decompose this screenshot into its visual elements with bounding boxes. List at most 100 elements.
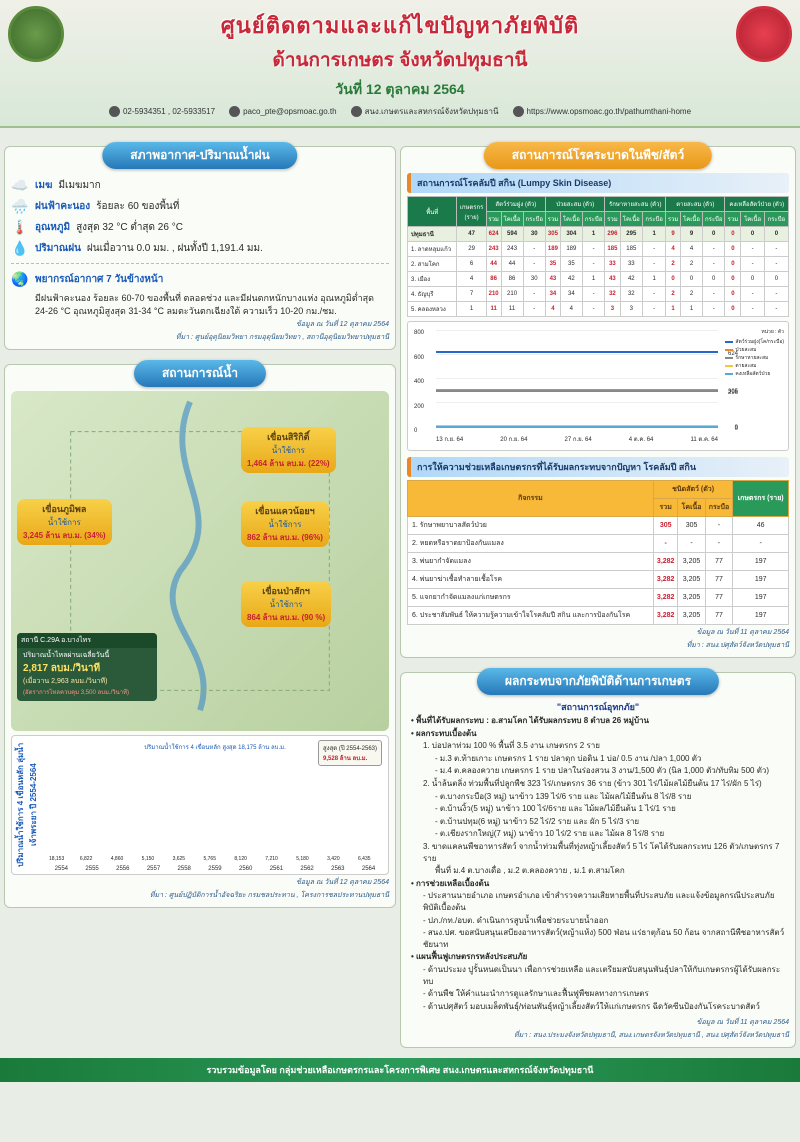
contact-fb: สนง.เกษตรและสหกรณ์จังหวัดปทุมธานี: [365, 105, 499, 118]
lc-xlabel: 20 ก.ย. 64: [500, 434, 527, 444]
impact-line: • แผนฟื้นฟูเกษตรกรหลังประสบภัย: [411, 951, 785, 963]
c29-value: 2,817 ลบม./วินาที: [23, 661, 151, 676]
lc-unit: หน่วย : ตัว: [725, 328, 784, 336]
header: ศูนย์ติดตามและแก้ไขปัญหาภัยพิบัติ ด้านกา…: [0, 0, 800, 128]
help-subhead: การให้ความช่วยเหลือเกษตรกรที่ได้รับผลกระ…: [407, 457, 789, 477]
station-c29a: สถานี C.29A อ.บางไทร ปริมาณน้ำไหลผ่านเฉล…: [17, 633, 157, 701]
disease-src-date: ข้อมูล ณ วันที่ 11 ตุลาคม 2564: [407, 627, 789, 638]
lc-legend-item: ป่วยสะสม: [725, 346, 784, 354]
impact-line: - ด้านปศุสัตว์ มอบเมล็ดพันธุ์/ท่อนพันธุ์…: [411, 1001, 785, 1013]
impact-line: - ม.4 ต.คลองควาย เกษตรกร 1 ราย ปลาในร่อง…: [411, 765, 785, 777]
bar-xlabel: 2562: [300, 866, 313, 872]
help-row: 4. พ่นยาฆ่าเชื้อทำลายเชื้อโรค3,2823,2057…: [408, 571, 789, 589]
impact-line: - ต.บ้านงิ้ว(5 หมู่) นาข้าว 100 ไร่/6ราย…: [411, 803, 785, 815]
help-row: 1. รักษาพยาบาลสัตว์ป่วย305305-46: [408, 517, 789, 535]
impact-line: - ต.บ้านปทุม(6 หมู่) นาข้าว 52 ไร่/2 ราย…: [411, 816, 785, 828]
weather-title: สภาพอากาศ-ปริมาณน้ำฝน: [102, 142, 297, 169]
lumpy-row: 5. คลองหลวง11111-44-33-11-0--: [408, 302, 789, 317]
weather-icon: ☁️: [11, 176, 29, 194]
weather-label-2: อุณหภูมิ: [35, 220, 70, 235]
lumpy-table: พื้นที่เกษตรกร(ราย)สัตว์ร่วมฝูง (ตัว)ป่ว…: [407, 196, 789, 317]
contact-bar: 02-5934351 , 02-5933517 paco_pte@opsmoac…: [10, 105, 790, 122]
c29-note: (เมื่อวาน 2,963 ลบม./วินาที): [23, 676, 151, 687]
bar-anno-1: สูงสุด (ปี 2554-2563): [323, 743, 377, 753]
weather-icon: 🌡️: [11, 218, 29, 236]
impact-line: - ด้านพืช ให้คำแนะนำการดูแลรักษาและฟื้นฟ…: [411, 988, 785, 1000]
dam-box-0: เขื่อนสิริกิติ์น้ำใช้การ1,464 ล้าน ลบ.ม.…: [241, 427, 336, 473]
impact-line: 3. ขาดแคลนพืชอาหารสัตว์ จากน้ำท่วมพื้นที…: [411, 841, 785, 864]
lumpy-subhead: สถานการณ์โรคลัมปี สกิน (Lumpy Skin Disea…: [407, 173, 789, 193]
footer: รวบรวมข้อมูลโดย กลุ่มช่วยเหลือเกษตรกรและ…: [0, 1058, 800, 1082]
impact-panel: ผลกระทบจากภัยพิบัติด้านการเกษตร "สถานการ…: [400, 672, 796, 1048]
title-line1: ศูนย์ติดตามและแก้ไขปัญหาภัยพิบัติ: [10, 8, 790, 43]
weather-text-2: สูงสุด 32 °C ต่ำสุด 26 °C: [76, 220, 183, 235]
forecast-title: พยากรณ์อากาศ 7 วันข้างหน้า: [35, 273, 163, 287]
c29-title: สถานี C.29A อ.บางไทร: [17, 633, 157, 648]
impact-title: ผลกระทบจากภัยพิบัติด้านการเกษตร: [477, 668, 719, 695]
dam-box-2: เขื่อนแควน้อยฯน้ำใช้การ862 ล้าน ลบ.ม. (9…: [241, 501, 329, 547]
bar-xlabel: 2557: [147, 866, 160, 872]
bar-xlabel: 2561: [270, 866, 283, 872]
weather-panel: สภาพอากาศ-ปริมาณน้ำฝน ☁️เมฆ มีเมฆมาก🌧️ฝน…: [4, 146, 396, 350]
c29-label: ปริมาณน้ำไหลผ่านเฉลี่ยวันนี้: [23, 650, 151, 661]
disease-src: ที่มา : สนง.ปศุสัตว์จังหวัดปทุมธานี: [407, 640, 789, 651]
lumpy-row: ปทุมธานี476245943030530412962951990000: [408, 227, 789, 242]
weather-label-0: เมฆ: [35, 178, 52, 193]
impact-line: - ประสานนายอำเภอ เกษตรอำเภอ เข้าสำรวจควา…: [411, 890, 785, 913]
dam-box-1: เขื่อนภูมิพลน้ำใช้การ3,245 ล้าน ลบ.ม. (3…: [17, 499, 112, 545]
help-row: 3. พ่นยากำจัดแมลง3,2823,20577197: [408, 553, 789, 571]
report-date: วันที่ 12 ตุลาคม 2564: [10, 79, 790, 101]
dam-box-3: เขื่อนป่าสักฯน้ำใช้การ864 ล้าน ลบ.ม. (90…: [241, 581, 331, 627]
disease-panel: สถานการณ์โรคระบาดในพืช/สัตว์ สถานการณ์โร…: [400, 146, 796, 658]
lc-legend-item: รักษาหายสะสม: [725, 354, 784, 362]
lc-legend-item: สัตว์ร่วมฝูง(โค/กระบือ): [725, 338, 784, 346]
lc-xlabel: 11 ต.ค. 64: [690, 434, 717, 444]
weather-icon: 🌧️: [11, 197, 29, 215]
weather-text-0: มีเมฆมาก: [58, 178, 100, 193]
impact-line: • พื้นที่ได้รับผลกระทบ : อ.สามโคก ได้รับ…: [411, 715, 785, 727]
dam-storage-chart: ปริมาณน้ำใช้การ 4 เขื่อนหลัก ลุ่มน้ำเจ้า…: [11, 735, 389, 875]
lc-xlabel: 13 ก.ย. 64: [436, 434, 463, 444]
lumpy-row: 4. ธัญบุรี7210210-3434-3232-22-0--: [408, 287, 789, 302]
impact-line: 2. น้ำล้นตลิ่ง ท่วมพื้นที่ปลูกพืช 323 ไร…: [411, 778, 785, 790]
impact-situation: "สถานการณ์อุทกภัย": [411, 701, 785, 714]
disease-title: สถานการณ์โรคระบาดในพืช/สัตว์: [484, 142, 712, 169]
bar-xlabel: 2564: [362, 866, 375, 872]
help-row: 5. แจกยากำจัดแมลงแก่เกษตรกร3,2823,205771…: [408, 589, 789, 607]
water-src: ที่มา : ศูนย์ปฏิบัติการน้ำอัจฉริยะ กรมชล…: [11, 890, 389, 901]
lc-series: 624: [436, 351, 718, 353]
weather-label-3: ปริมาณฝน: [35, 241, 81, 256]
water-src-date: ข้อมูล ณ วันที่ 12 ตุลาคม 2564: [11, 877, 389, 888]
province-seal-icon: [736, 6, 792, 62]
forecast-icon: 🌏: [11, 271, 29, 289]
water-panel: สถานการณ์น้ำ เขื่อนสิริกิติ์น้ำใช้การ1,4…: [4, 364, 396, 908]
lumpy-line-chart: 62430529690 13 ก.ย. 6420 ก.ย. 6427 ก.ย. …: [407, 321, 789, 451]
bar-xlabel: 2560: [239, 866, 252, 872]
weather-src: ที่มา : ศูนย์อุตุนิยมวิทยา กรมอุตุนิยมวิ…: [11, 332, 389, 343]
impact-line: - ต.บางกระบือ(3 หมู่) นาข้าว 139 ไร่/6 ร…: [411, 791, 785, 803]
weather-icon: 💧: [11, 239, 29, 257]
email-icon: [229, 106, 240, 117]
impact-line: พื้นที่ ม.4 ต.บางเดื่อ , ม.2 ต.คลองควาย …: [411, 865, 785, 877]
impact-line: - ด้านประมง ปูรั้นหนดเป็นนา เพื่อการช่วย…: [411, 964, 785, 987]
bar-xlabel: 2558: [178, 866, 191, 872]
phone-icon: [109, 106, 120, 117]
impact-line: - ม.3 ต.ท้ายเกาะ เกษตรกร 1 ราย ปลาดุก บ่…: [411, 753, 785, 765]
bar-anno-2: 9,528 ล้าน ลบ.ม.: [323, 753, 377, 763]
bar-xlabel: 2554: [55, 866, 68, 872]
impact-line: • การช่วยเหลือเบื้องต้น: [411, 878, 785, 890]
lumpy-row: 3. เมือง48686304342143421000000: [408, 272, 789, 287]
lumpy-row: 2. สามโคก64444-3535-3333-22-0--: [408, 257, 789, 272]
facebook-icon: [351, 106, 362, 117]
help-row: 2. หยดหรือราดยาป้องกันแมลง----: [408, 535, 789, 553]
bar-ylabel: ปริมาณน้ำใช้การ 4 เขื่อนหลัก ลุ่มน้ำเจ้า…: [12, 736, 42, 874]
contact-web: https://www.opsmoac.go.th/pathumthani-ho…: [527, 107, 692, 116]
lc-xlabel: 27 ก.ย. 64: [565, 434, 592, 444]
title-line2: ด้านการเกษตร จังหวัดปทุมธานี: [10, 45, 790, 75]
impact-line: 1. บ่อปลาท่วม 100 % พื้นที่ 3.5 งาน เกษต…: [411, 740, 785, 752]
weather-text-1: ร้อยละ 60 ของพื้นที่: [96, 199, 179, 214]
globe-icon: [513, 106, 524, 117]
lc-legend-item: ตายสะสม: [725, 362, 784, 370]
bar-anno-box: สูงสุด (ปี 2554-2563) 9,528 ล้าน ลบ.ม.: [318, 740, 382, 766]
lc-series: 296: [436, 390, 718, 392]
